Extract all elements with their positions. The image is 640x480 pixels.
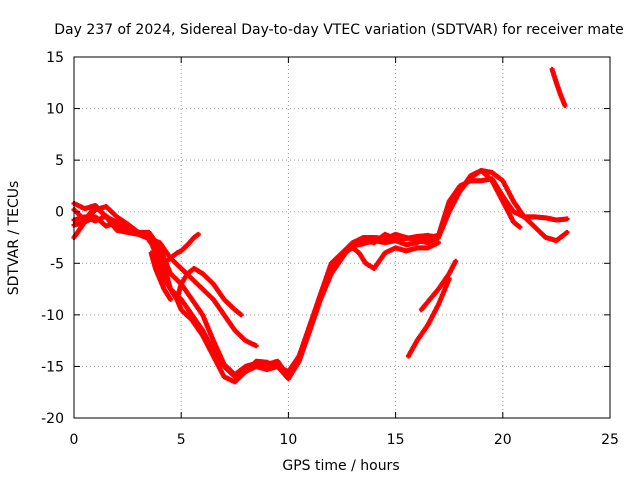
data-point <box>195 231 201 237</box>
series-track-3 <box>71 176 570 380</box>
data-point <box>453 258 459 264</box>
data-point <box>517 224 523 230</box>
y-tick-label: 10 <box>46 102 64 118</box>
data-point <box>564 216 570 222</box>
data-point <box>564 229 570 235</box>
data-point <box>167 296 173 302</box>
x-tick-label: 5 <box>177 432 186 448</box>
x-tick-label: 20 <box>494 432 512 448</box>
series-track-9 <box>405 276 452 359</box>
data-point <box>435 240 441 246</box>
y-axis-label: SDTVAR / TECUs <box>6 181 22 296</box>
series-track-10 <box>418 258 459 313</box>
x-tick-label: 15 <box>387 432 405 448</box>
x-axis-label: GPS time / hours <box>282 458 399 474</box>
series-track-12 <box>549 66 568 108</box>
y-tick-label: -15 <box>41 359 64 375</box>
y-tick-label: -5 <box>50 256 64 272</box>
y-tick-label: -20 <box>41 411 64 427</box>
series-track-6 <box>146 238 244 318</box>
data-point <box>238 312 244 318</box>
y-tick-label: 0 <box>55 205 64 221</box>
x-tick-label: 25 <box>601 432 619 448</box>
y-tick-label: -10 <box>41 308 64 324</box>
series-track-7 <box>148 250 173 302</box>
series-track-11 <box>446 167 523 230</box>
data-layer <box>71 66 570 385</box>
y-tick-label: 15 <box>46 50 64 66</box>
series-track-4 <box>71 167 570 380</box>
grid <box>74 57 610 418</box>
series-track-8 <box>328 240 441 277</box>
plot-frame <box>73 56 611 419</box>
y-tick-label: 5 <box>55 153 64 169</box>
x-tick-label: 10 <box>279 432 297 448</box>
data-point <box>562 102 568 108</box>
chart-title: Day 237 of 2024, Sidereal Day-to-day VTE… <box>54 22 624 38</box>
x-tick-label: 0 <box>70 432 79 448</box>
axis-ticks: 0 5 10 15 20 25 -20 -15 -10 -5 0 5 10 15 <box>41 50 619 448</box>
data-point <box>253 343 259 349</box>
